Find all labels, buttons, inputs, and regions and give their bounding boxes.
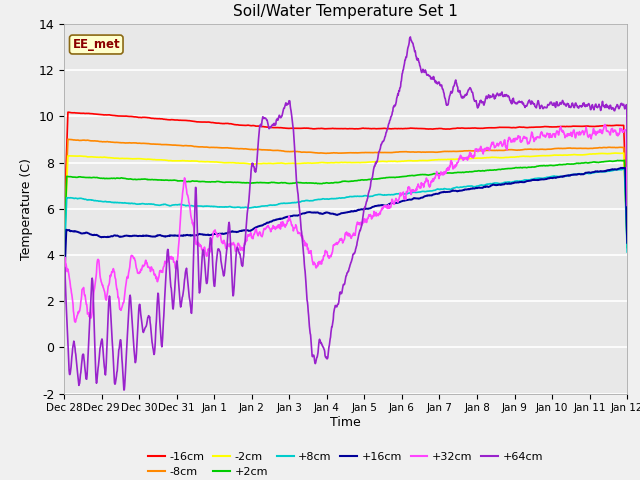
Legend: -16cm, -8cm, -2cm, +2cm, +8cm, +16cm, +32cm, +64cm: -16cm, -8cm, -2cm, +2cm, +8cm, +16cm, +3… [144, 447, 547, 480]
X-axis label: Time: Time [330, 416, 361, 429]
Y-axis label: Temperature (C): Temperature (C) [20, 158, 33, 260]
Title: Soil/Water Temperature Set 1: Soil/Water Temperature Set 1 [233, 4, 458, 19]
Text: EE_met: EE_met [72, 38, 120, 51]
